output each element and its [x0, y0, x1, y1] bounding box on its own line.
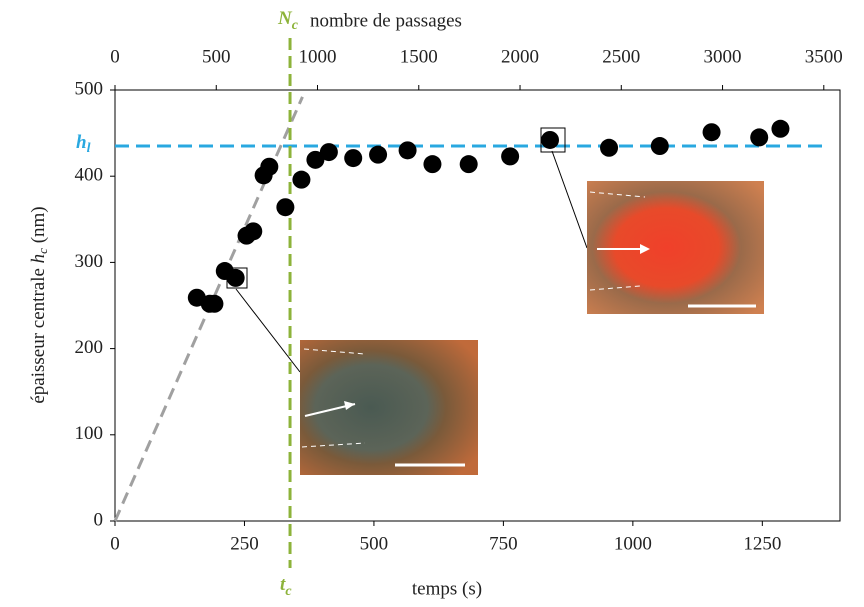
highlight-box — [226, 267, 248, 289]
subscript: c — [292, 18, 299, 33]
reference-label: hl — [76, 132, 91, 156]
point — [205, 294, 224, 313]
point — [750, 128, 769, 147]
x2-tick-label: 2500 — [602, 46, 640, 67]
y-tick-label: 200 — [75, 337, 104, 358]
x-tick-label: 1000 — [614, 533, 652, 554]
y-label-part: h — [28, 254, 49, 264]
edge-line — [589, 191, 646, 198]
point — [423, 155, 442, 174]
symbol: t — [280, 574, 286, 595]
point — [702, 123, 721, 142]
x-tick-label: 1250 — [743, 533, 781, 554]
x2-tick-label: 2000 — [501, 46, 539, 67]
y-tick-label: 400 — [75, 165, 104, 186]
x2-tick-label: 0 — [110, 46, 120, 67]
y-label-part: c — [35, 248, 50, 254]
y-tick-label: 500 — [75, 78, 104, 99]
insets — [226, 127, 764, 475]
connector — [235, 288, 301, 373]
y-tick-label: 300 — [75, 251, 104, 272]
x-tick-label: 0 — [110, 533, 120, 554]
point — [771, 119, 790, 138]
point — [459, 155, 478, 174]
x2-tick-label: 3000 — [704, 46, 742, 67]
point — [319, 143, 338, 162]
point — [292, 170, 311, 189]
symbol: h — [76, 132, 87, 153]
point — [501, 147, 520, 166]
reference-label: tc — [280, 574, 292, 599]
point — [541, 130, 559, 149]
y-axis-label: épaisseur centrale hc (nm) — [28, 206, 50, 403]
x2-tick-label: 1000 — [299, 46, 337, 67]
highlight-box — [540, 127, 566, 153]
point — [226, 268, 245, 287]
arrow-head — [344, 401, 355, 410]
point — [306, 150, 325, 169]
point — [398, 141, 417, 160]
y-tick-label: 100 — [75, 423, 104, 444]
y-label-part: épaisseur centrale — [28, 263, 49, 403]
x-tick-label: 750 — [489, 533, 518, 554]
point — [650, 137, 669, 156]
x-axis-label: temps (s) — [412, 578, 482, 599]
subscript: l — [87, 141, 91, 156]
x-tick-label: 250 — [230, 533, 259, 554]
edge-line — [303, 348, 366, 355]
point — [600, 138, 619, 157]
inset-image — [587, 181, 764, 314]
point — [276, 198, 295, 217]
symbol: N — [277, 8, 293, 29]
arrow-head — [640, 244, 650, 254]
point — [260, 157, 279, 176]
inset-image — [300, 340, 478, 475]
plot-frame — [114, 89, 841, 522]
x-tick-label: 500 — [360, 533, 389, 554]
edge-line — [301, 442, 366, 448]
point — [369, 145, 388, 164]
x2-tick-label: 3500 — [805, 46, 843, 67]
x2-tick-label: 500 — [202, 46, 231, 67]
y-tick-label: 0 — [94, 509, 104, 530]
x2-tick-label: 1500 — [400, 46, 438, 67]
reference-label: Nc — [277, 8, 299, 33]
point — [344, 149, 363, 168]
subscript: c — [285, 584, 292, 599]
connector — [551, 150, 588, 249]
y-label-part: (nm) — [28, 206, 49, 248]
x2-axis-label: nombre de passages — [310, 10, 462, 31]
point — [244, 222, 263, 241]
